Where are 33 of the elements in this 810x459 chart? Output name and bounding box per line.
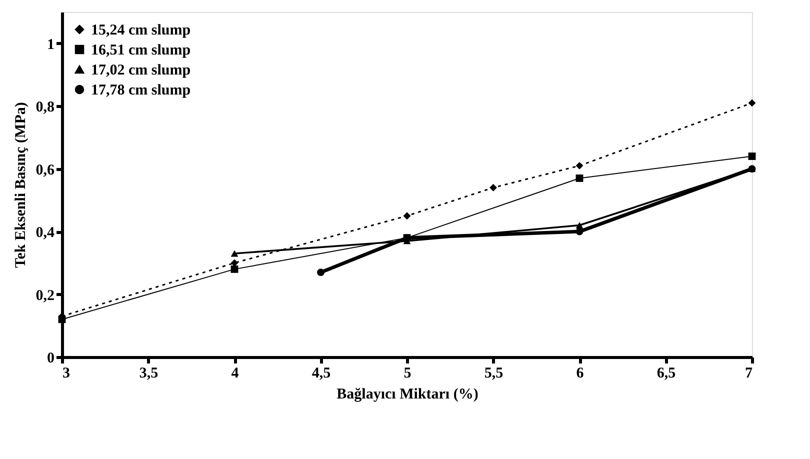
y-tick-label: 0 [47, 350, 54, 366]
x-tick-label: 7 [745, 366, 753, 382]
point [576, 222, 584, 228]
x-tick-label: 3,5 [139, 366, 158, 382]
x-tick-label: 4,5 [312, 366, 331, 382]
point [576, 162, 584, 170]
point [230, 250, 238, 257]
x-tick-label: 6,5 [656, 366, 676, 382]
legend-label: 17,78 cm slump [91, 82, 191, 98]
x-tick-label: 5 [404, 366, 412, 382]
point [403, 212, 411, 220]
x-tick-label: 3 [62, 366, 70, 382]
x-tick-label: 6 [576, 366, 584, 382]
y-tick-label: 0,4 [36, 225, 55, 242]
point [576, 228, 584, 236]
y-tick-label: 0,6 [36, 162, 55, 178]
legend-label: 17,02 cm slump [91, 62, 191, 78]
y-tick-label: 0,2 [36, 288, 54, 304]
legend-label: 15,24 cm slump [91, 22, 191, 38]
point [748, 99, 756, 107]
x-tick-label: 5,5 [484, 366, 504, 382]
point [576, 174, 584, 182]
legend-label: 16,51 cm slump [91, 42, 191, 58]
y-tick-label: 1 [47, 36, 54, 53]
point [317, 268, 324, 276]
x-tick-label: 4 [231, 366, 240, 382]
point [230, 265, 238, 273]
point [490, 184, 497, 192]
point [748, 152, 756, 160]
y-axis-title: Tek Eksenli Basınç (MPa) [12, 102, 29, 268]
point [58, 316, 66, 324]
y-tick-label: 0,8 [36, 100, 54, 116]
x-axis-title: Bağlayıcı Miktarı (%) [336, 386, 478, 402]
